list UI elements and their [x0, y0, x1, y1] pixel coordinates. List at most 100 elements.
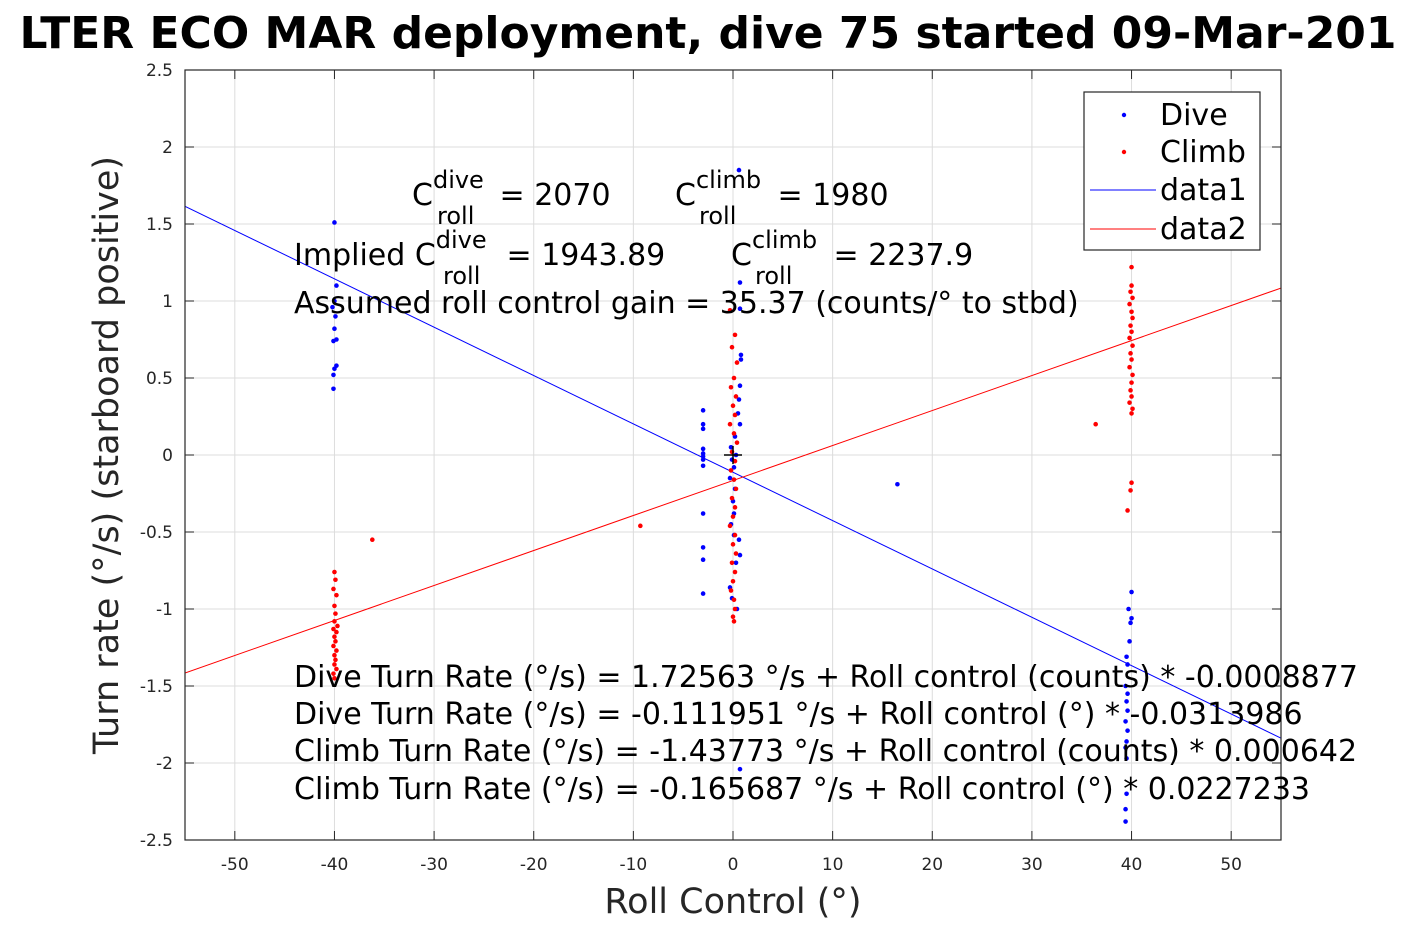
- climb-point: [331, 626, 336, 632]
- dive-point: [736, 397, 742, 402]
- climb-point: [1129, 480, 1134, 486]
- dive-point: [1125, 662, 1130, 667]
- climb-point: [1128, 488, 1133, 493]
- dive-point: [700, 511, 706, 516]
- fit-line-3: Climb Turn Rate (°/s) = -1.43773 °/s + R…: [294, 734, 1357, 769]
- dive-point: [1129, 589, 1134, 595]
- x-tick-label: 50: [1220, 855, 1242, 875]
- dive-point: [737, 766, 743, 772]
- climb-point: [732, 532, 738, 538]
- climb-point: [734, 440, 740, 445]
- x-tick-label: -50: [221, 855, 249, 875]
- climb-point: [727, 307, 733, 313]
- climb-point: [731, 597, 737, 603]
- climb-point: [1093, 421, 1098, 427]
- climb-point: [1130, 372, 1135, 378]
- dive-point: [700, 457, 706, 462]
- climb-point: [732, 569, 738, 575]
- climb-point: [729, 495, 735, 501]
- y-tick-label: -2: [156, 754, 173, 774]
- dive-point: [736, 537, 742, 542]
- climb-point: [332, 676, 337, 681]
- implied-prefix: Implied C: [294, 238, 436, 273]
- climb-point: [1127, 400, 1132, 405]
- c-dive-value: = 2070: [490, 178, 611, 213]
- dive-point: [332, 366, 337, 372]
- climb-point: [332, 662, 337, 667]
- climb-point: [733, 486, 739, 492]
- axes: [184, 69, 1282, 841]
- climb-point: [1130, 343, 1135, 348]
- climb-point: [1125, 508, 1130, 513]
- dive-point: [737, 306, 743, 312]
- climb-point: [1129, 309, 1134, 315]
- y-tick-label: 2.5: [146, 61, 173, 81]
- climb-point: [334, 592, 339, 598]
- y-tick-label: -1: [156, 600, 173, 620]
- y-tick-label: 0.5: [146, 369, 173, 389]
- fit-line-1: Dive Turn Rate (°/s) = 1.72563 °/s + Rol…: [294, 660, 1358, 695]
- climb-point: [733, 551, 739, 556]
- x-tick-label: 20: [921, 855, 943, 875]
- y-tick-label: -2.5: [140, 831, 173, 851]
- dive-point: [700, 426, 706, 432]
- climb-point: [1130, 406, 1135, 412]
- dive-point: [332, 220, 337, 225]
- climb-point: [1129, 329, 1134, 335]
- x-tick-label: -20: [520, 855, 548, 875]
- climb-point: [728, 384, 734, 390]
- climb-point: [730, 514, 736, 519]
- dive-point: [1125, 691, 1130, 696]
- dive-point: [731, 465, 737, 470]
- implied-dive-value: = 1943.89: [497, 238, 665, 273]
- dive-point: [737, 552, 743, 558]
- y-tick-label: -0.5: [140, 523, 173, 543]
- climb-point: [732, 412, 738, 418]
- climb-point: [331, 586, 336, 592]
- implied-climb-sup: climb: [752, 226, 817, 254]
- y-tick-label: 1.5: [146, 215, 173, 235]
- climb-point: [731, 431, 737, 436]
- climb-point: [334, 666, 339, 672]
- climb-point: [732, 458, 738, 464]
- implied-climb-value: = 2237.9: [824, 238, 973, 273]
- legend-data1-label: data1: [1160, 173, 1247, 208]
- dive-point: [334, 283, 339, 288]
- climb-point: [370, 537, 375, 542]
- dive-point: [331, 386, 336, 392]
- climb-point: [1129, 411, 1134, 416]
- legend-dive-marker: [1121, 112, 1127, 118]
- climb-point: [1127, 301, 1132, 307]
- c-climb-sup: climb: [696, 166, 761, 194]
- c-dive-annotation: Cdive roll = 2070: [412, 166, 611, 230]
- dive-point: [1125, 728, 1130, 733]
- y-tick-label: -1.5: [140, 677, 173, 697]
- climb-point: [331, 671, 336, 676]
- climb-point: [728, 588, 734, 593]
- y-tick-label: 0: [162, 446, 173, 466]
- climb-point: [729, 560, 735, 566]
- climb-point: [732, 332, 738, 338]
- climb-point: [638, 523, 643, 529]
- implied-climb-main: C: [731, 238, 752, 273]
- x-tick-label: 0: [728, 855, 739, 875]
- climb-point: [1130, 295, 1135, 301]
- dive-point: [1125, 708, 1130, 713]
- climb-point: [332, 634, 337, 640]
- dive-point: [1124, 791, 1129, 797]
- dive-point: [700, 545, 706, 550]
- dive-point: [1123, 745, 1128, 750]
- climb-point: [734, 360, 740, 365]
- climb-point: [731, 477, 737, 482]
- series-layer: [185, 167, 1281, 824]
- c-dive-sub: roll: [437, 202, 474, 230]
- climb-point: [729, 344, 735, 350]
- x-tick-label: 10: [822, 855, 844, 875]
- dive-point: [700, 463, 706, 469]
- dive-point: [700, 421, 706, 427]
- dive-point: [1124, 756, 1129, 761]
- climb-point: [727, 523, 733, 529]
- climb-point: [332, 619, 337, 624]
- dive-point: [728, 445, 734, 450]
